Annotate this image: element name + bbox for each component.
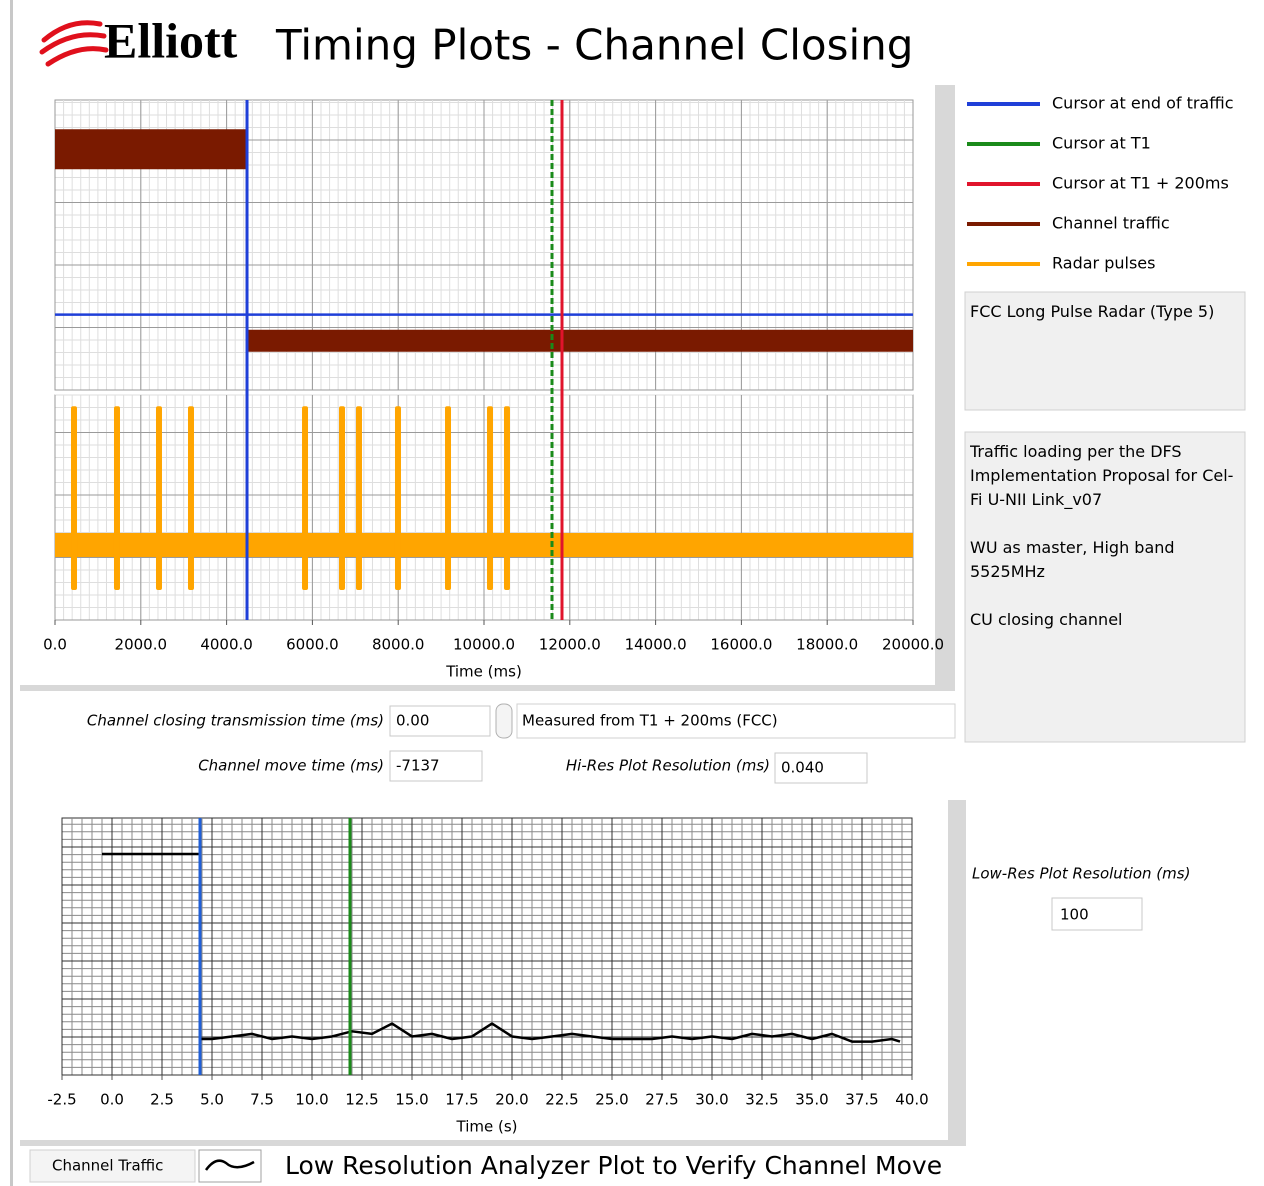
- x-tick-label: 12000.0: [539, 636, 601, 654]
- radar-pulse: [187, 406, 194, 590]
- note: CU closing channel: [970, 610, 1123, 629]
- field-box: [516, 703, 956, 739]
- left-border: [10, 0, 13, 1186]
- radar-pulse: [355, 406, 362, 590]
- x-tick-label: 32.5: [745, 1091, 778, 1109]
- note: FCC Long Pulse Radar (Type 5): [970, 302, 1215, 321]
- x-tick-label: 7.5: [250, 1091, 274, 1109]
- panel-edge: [20, 685, 955, 691]
- legend-swatch: [204, 1159, 255, 1171]
- x-tick-label: 22.5: [545, 1091, 578, 1109]
- x-tick-label: 6000.0: [286, 636, 339, 654]
- legend-box: [29, 1149, 196, 1183]
- x-tick-label: 0.0: [43, 636, 67, 654]
- text-box: [964, 291, 1246, 411]
- x-tick-label: 15.0: [395, 1091, 428, 1109]
- x-axis-label: Time (ms): [445, 663, 522, 681]
- radar-pulse: [71, 406, 78, 590]
- x-tick-label: 5.0: [200, 1091, 224, 1109]
- legend-label: Channel Traffic: [52, 1157, 163, 1175]
- field-label: Channel closing transmission time (ms): [87, 712, 384, 730]
- field-box[interactable]: [1051, 897, 1143, 931]
- x-tick-label: 27.5: [645, 1091, 678, 1109]
- legend-label: Cursor at T1 + 200ms: [1052, 174, 1229, 193]
- field-value: -7137: [396, 757, 440, 775]
- note: WU as master, High band 5525MHz: [970, 538, 1175, 581]
- series-line: [102, 852, 901, 1043]
- legend-label: Radar pulses: [1052, 254, 1155, 273]
- radar-pulse: [302, 406, 309, 590]
- radar-pulse: [487, 406, 494, 590]
- x-tick-label: 12.5: [345, 1091, 378, 1109]
- plot-caption: Low Resolution Analyzer Plot to Verify C…: [285, 1151, 942, 1180]
- radar-pulse: [503, 406, 510, 590]
- x-tick-label: 2000.0: [115, 636, 168, 654]
- field-label: Low-Res Plot Resolution (ms): [972, 865, 1190, 883]
- x-tick-label: 14000.0: [625, 636, 687, 654]
- x-tick-label: 8000.0: [372, 636, 425, 654]
- field-value: Measured from T1 + 200ms (FCC): [522, 712, 778, 730]
- logo-mark: [39, 20, 109, 67]
- field-box: [389, 750, 483, 782]
- field-box: [774, 752, 868, 784]
- legend-label: Cursor at end of traffic: [1052, 94, 1234, 113]
- x-tick-label: 37.5: [845, 1091, 878, 1109]
- note: Traffic loading per the DFS Implementati…: [970, 442, 1234, 509]
- text-box: [964, 431, 1246, 743]
- x-tick-label: 20.0: [495, 1091, 528, 1109]
- x-tick-label: 2.5: [150, 1091, 174, 1109]
- x-tick-label: 25.0: [595, 1091, 628, 1109]
- field-value: 0.00: [396, 712, 429, 730]
- page-title: Timing Plots - Channel Closing: [275, 21, 913, 70]
- radar-pulse: [113, 406, 120, 590]
- x-tick-label: 30.0: [695, 1091, 728, 1109]
- field-label: Hi-Res Plot Resolution (ms): [566, 757, 770, 775]
- panel-edge: [935, 85, 955, 690]
- radar-pulse: [339, 406, 346, 590]
- radar-pulse: [445, 406, 452, 590]
- x-tick-label: 10.0: [295, 1091, 328, 1109]
- x-tick-label: 40.0: [895, 1091, 928, 1109]
- field-box[interactable]: [389, 705, 491, 737]
- spinner[interactable]: [495, 703, 513, 739]
- x-tick-label: 16000.0: [710, 636, 772, 654]
- field-value: 100: [1060, 906, 1089, 924]
- radar-pulse: [394, 406, 401, 590]
- x-tick-label: 18000.0: [796, 636, 858, 654]
- x-tick-label: 0.0: [100, 1091, 124, 1109]
- legend-label: Channel traffic: [1052, 214, 1170, 233]
- field-value: 0.040: [781, 759, 824, 777]
- field-label: Channel move time (ms): [198, 757, 384, 775]
- x-tick-label: 10000.0: [453, 636, 515, 654]
- logo-text: Elliott: [104, 12, 238, 68]
- x-tick-label: 20000.0: [882, 636, 944, 654]
- x-tick-label: -2.5: [47, 1091, 76, 1109]
- note-container: FCC Long Pulse Radar (Type 5): [970, 302, 1215, 321]
- x-tick-label: 17.5: [445, 1091, 478, 1109]
- note-container: Traffic loading per the DFS Implementati…: [970, 440, 1240, 632]
- x-tick-label: 4000.0: [200, 636, 253, 654]
- x-tick-label: 35.0: [795, 1091, 828, 1109]
- radar-pulse: [155, 406, 162, 590]
- plot-area: [61, 817, 913, 1076]
- notes: Traffic loading per the DFS Implementati…: [970, 440, 1240, 632]
- legend-label: Cursor at T1: [1052, 134, 1151, 153]
- panel-edge: [20, 1140, 966, 1146]
- x-axis-label: Time (s): [456, 1118, 518, 1136]
- panel-edge: [948, 800, 966, 1145]
